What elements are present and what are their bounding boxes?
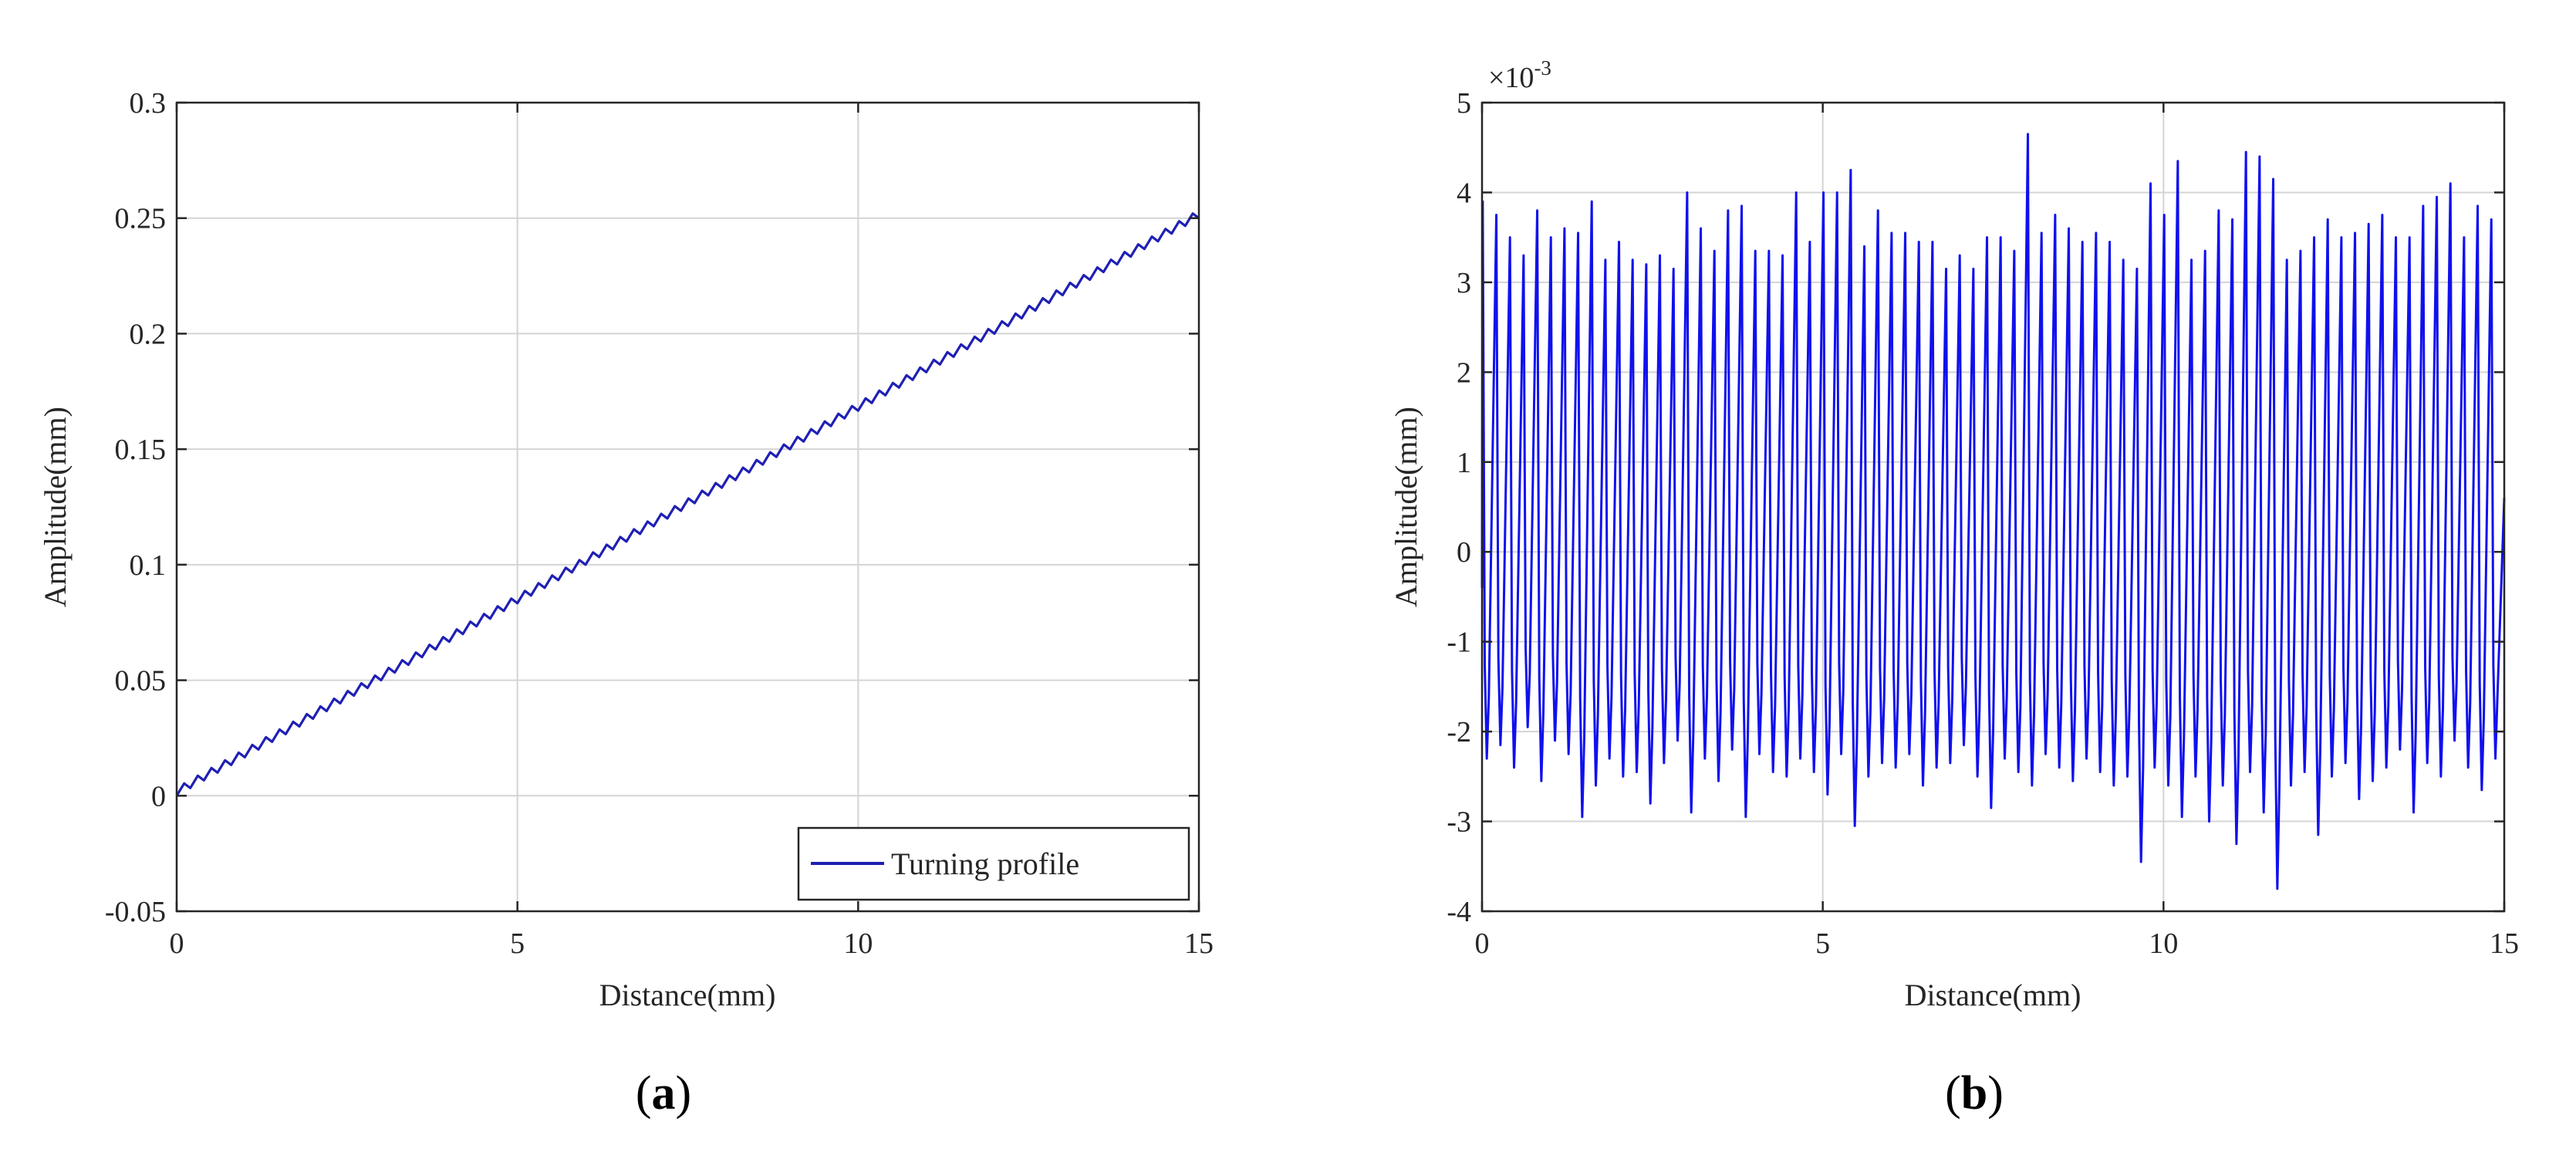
panel-b-axes-frame: [1480, 101, 2506, 913]
panel-a-letter: a: [652, 1067, 676, 1120]
panel-a-legend: Turning profile: [797, 826, 1190, 901]
panel-b-y-axis-label: Amplitude(mm): [1389, 407, 1423, 607]
a-y-tick-label: 0: [151, 780, 166, 812]
a-y-tick-label: 0.25: [115, 203, 167, 235]
b-y-tick-label: -1: [1447, 627, 1471, 659]
a-y-tick-label: 0.05: [115, 665, 167, 698]
a-y-tick-label: 0.2: [130, 318, 167, 350]
b-y-tick-label: -2: [1447, 716, 1471, 748]
b-y-tick-label: 4: [1457, 177, 1471, 209]
panel-b-y-scale-factor: ×10-3: [1488, 56, 1551, 94]
legend-entry-turning-profile: Turning profile: [891, 846, 1079, 881]
b-x-tick-label: 5: [1815, 927, 1830, 960]
a-y-tick-label: 0.15: [115, 434, 167, 466]
b-y-tick-label: 2: [1457, 356, 1471, 389]
b-y-tick-label: 5: [1457, 87, 1471, 120]
panel-a-axes-frame: [175, 101, 1200, 913]
panel-a-y-axis-label: Amplitude(mm): [38, 407, 73, 607]
a-x-tick-label: 10: [843, 927, 873, 960]
panel-a-caption: (a): [636, 1067, 691, 1120]
a-y-tick-label: 0.3: [130, 87, 167, 120]
a-y-tick-label: 0.1: [130, 549, 167, 582]
b-x-tick-label: 15: [2490, 927, 2519, 960]
panel-b-x-axis-label: Distance(mm): [1905, 978, 2081, 1012]
b-y-tick-label: -3: [1447, 806, 1471, 839]
b-x-tick-label: 10: [2149, 927, 2178, 960]
a-y-tick-label: -0.05: [105, 896, 166, 928]
panel-b-caption: (b): [1945, 1067, 2004, 1120]
panel-a-series-turning-profile: [175, 212, 1200, 797]
panel-b-series-detrended-profile: [1480, 133, 2506, 890]
b-x-tick-label: 0: [1475, 927, 1490, 960]
panel-a-x-axis-label: Distance(mm): [599, 978, 776, 1012]
a-x-tick-label: 15: [1184, 927, 1214, 960]
b-y-tick-label: 3: [1457, 267, 1471, 299]
b-y-tick-label: -4: [1447, 896, 1471, 928]
panel-b-letter: b: [1961, 1067, 1987, 1120]
a-x-tick-label: 5: [510, 927, 525, 960]
b-y-tick-label: 0: [1457, 536, 1471, 569]
a-x-tick-label: 0: [170, 927, 184, 960]
b-y-tick-label: 1: [1457, 447, 1471, 479]
